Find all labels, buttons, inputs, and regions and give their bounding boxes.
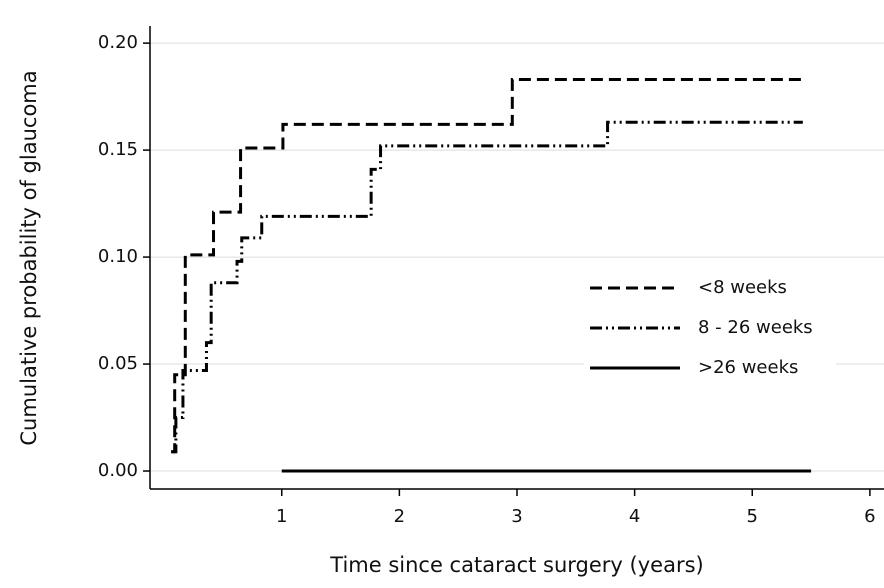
x-tick-label: 4 — [629, 506, 640, 527]
x-axis-title: Time since cataract surgery (years) — [329, 553, 703, 577]
x-tick-label: 3 — [511, 506, 522, 527]
step-line — [171, 77, 803, 454]
step-line — [171, 120, 803, 454]
y-tick-label: 0.00 — [98, 460, 138, 481]
x-tick-label: 6 — [864, 506, 875, 527]
x-tick-label: 2 — [394, 506, 405, 527]
x-tick-label: 1 — [276, 506, 287, 527]
legend-label: <8 weeks — [698, 277, 787, 298]
y-tick-label: 0.05 — [98, 353, 138, 374]
y-tick-label: 0.20 — [98, 32, 138, 53]
y-tick-label: 0.10 — [98, 246, 138, 267]
y-tick-label: 0.15 — [98, 139, 138, 160]
legend-label: >26 weeks — [698, 357, 798, 378]
y-axis-title: Cumulative probability of glaucoma — [17, 70, 41, 445]
x-tick-label: 5 — [747, 506, 758, 527]
legend-label: 8 - 26 weeks — [698, 317, 813, 338]
